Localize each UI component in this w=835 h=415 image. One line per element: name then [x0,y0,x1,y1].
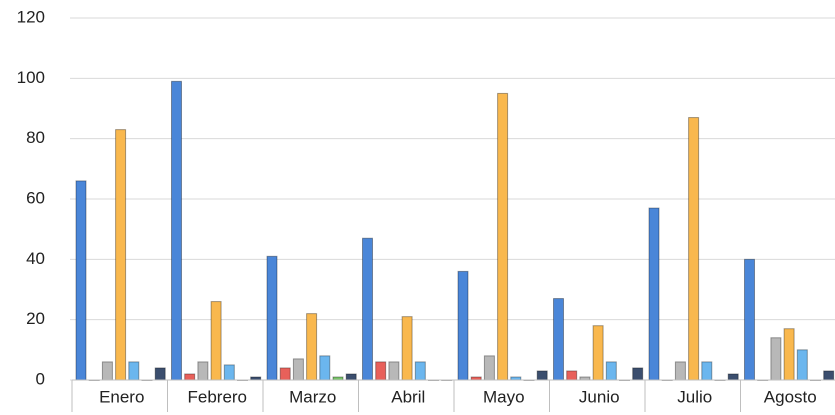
bar [483,355,495,381]
bar [75,180,87,381]
bar [171,80,182,381]
bar [414,361,426,381]
x-tick-label: Enero [99,387,144,406]
bar [319,355,331,381]
bar [401,316,413,381]
bar [553,298,564,381]
bar [345,373,357,381]
bar [101,361,113,381]
bar [783,328,795,381]
bar [497,92,509,381]
bar [197,361,209,381]
bar [823,370,835,381]
x-tick-label: Febrero [187,387,247,406]
bar [292,358,304,381]
bar [184,373,196,381]
bar [128,361,140,381]
bar [362,237,373,381]
bar [457,270,469,381]
bar [674,361,686,381]
y-tick-label: 40 [26,249,45,268]
bar [154,367,166,381]
bar [266,255,278,381]
y-tick-label: 60 [26,188,45,207]
x-tick-label: Julio [677,387,712,406]
bar [223,364,235,381]
bar [592,325,604,381]
bar [770,337,782,381]
y-tick-label: 20 [26,309,45,328]
bar [566,370,578,381]
x-tick-label: Marzo [289,387,336,406]
bar [605,361,617,381]
x-tick-label: Mayo [483,387,525,406]
y-tick-label: 0 [36,369,45,388]
bar [648,207,660,381]
y-tick-label: 80 [26,128,45,147]
y-tick-label: 100 [17,68,45,87]
bar [796,349,808,381]
bar [210,301,222,381]
bar [115,129,127,381]
bar [744,258,755,381]
bar [688,117,700,381]
y-tick-label: 120 [17,7,45,26]
bar [388,361,400,381]
bar [279,367,291,381]
x-tick-label: Junio [579,387,620,406]
bar [632,367,644,381]
bar [727,373,739,381]
bar [536,370,548,381]
x-tick-label: Abril [391,387,425,406]
bar [306,313,318,381]
bar [701,361,713,381]
bar [375,361,387,381]
x-tick-label: Agosto [764,387,817,406]
